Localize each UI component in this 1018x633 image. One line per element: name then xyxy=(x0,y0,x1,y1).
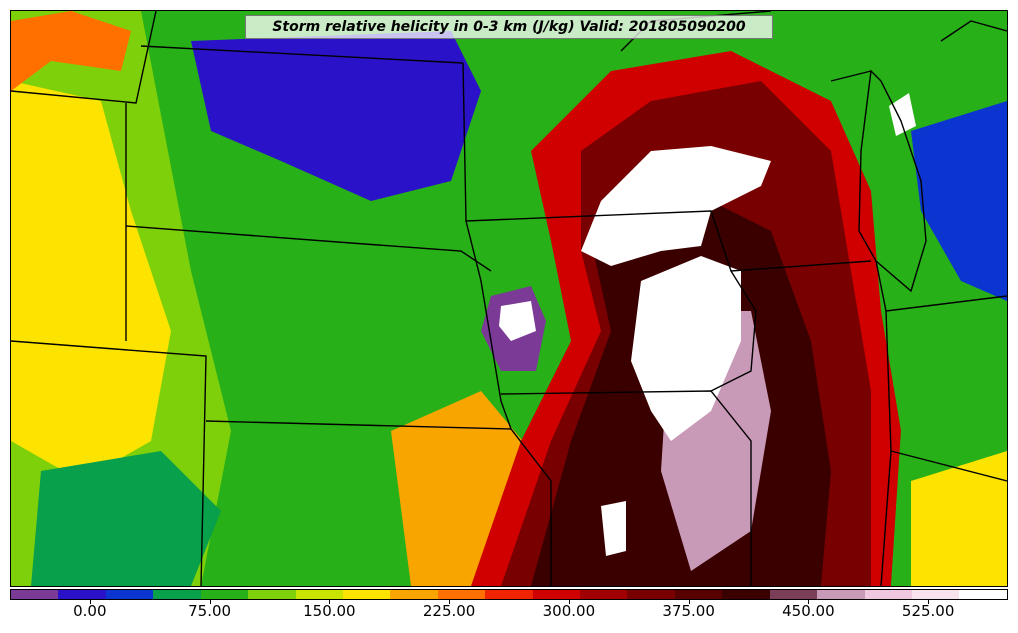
northwest-orange xyxy=(11,11,131,91)
colorbar-segment xyxy=(248,590,296,599)
colorbar-tick-label: 450.00 xyxy=(782,602,835,620)
colorbar-tick xyxy=(928,600,930,604)
colorbar-tick-label: 0.00 xyxy=(73,602,107,620)
colorbar-segment xyxy=(722,590,770,599)
colorbar-segment xyxy=(674,590,723,599)
colorbar-segment xyxy=(295,590,343,599)
boundary-line xyxy=(885,295,1007,312)
colorbar-segment xyxy=(532,590,581,599)
great-lakes-blue xyxy=(911,101,1007,301)
colorbar-segment xyxy=(864,590,913,599)
colorbar-segment xyxy=(769,590,818,599)
colorbar xyxy=(10,589,1008,600)
colorbar-segment xyxy=(627,590,675,599)
colorbar-segment xyxy=(912,590,960,599)
colorbar-tick xyxy=(449,600,451,604)
lake-michigan-white xyxy=(889,93,916,136)
helicity-field xyxy=(11,11,1007,586)
colorbar-tick-label: 150.00 xyxy=(303,602,356,620)
colorbar-tick xyxy=(89,600,91,604)
colorbar-tick-label: 225.00 xyxy=(422,602,476,620)
colorbar-tick-label: 300.00 xyxy=(542,602,596,620)
colorbar-segment xyxy=(58,590,106,599)
colorbar-segment xyxy=(390,590,438,599)
colorbar-segment xyxy=(200,590,249,599)
ohio-yellow xyxy=(911,451,1007,586)
boundary-line xyxy=(462,62,872,272)
boundary-line xyxy=(11,11,157,104)
boundary-line xyxy=(858,69,927,293)
colorbar-tick xyxy=(209,600,211,604)
colorbar-segment xyxy=(817,590,865,599)
colorbar-segment xyxy=(153,590,201,599)
colorbar-segment xyxy=(11,590,59,599)
core-white-south xyxy=(601,501,626,556)
colorbar-segment xyxy=(342,590,391,599)
boundary-line xyxy=(140,45,464,64)
colorbar-segment xyxy=(485,590,533,599)
boundary-line xyxy=(205,420,552,586)
colorbar-tick-label: 75.00 xyxy=(188,602,232,620)
helicity-map xyxy=(11,11,1007,586)
colorbar-segment xyxy=(580,590,628,599)
state-boundaries xyxy=(11,11,1007,586)
colorbar-tick xyxy=(329,600,331,604)
boundary-line xyxy=(11,340,207,586)
boundary-line xyxy=(890,450,1007,482)
boundary-line xyxy=(940,20,1007,42)
boundary-line xyxy=(465,220,512,430)
colorbar-tick xyxy=(808,600,810,604)
core-white-north xyxy=(581,146,771,266)
boundary-line xyxy=(875,260,892,586)
colorbar-segment xyxy=(959,590,1007,599)
map-title: Storm relative helicity in 0-3 km (J/kg)… xyxy=(245,15,773,39)
colorbar-ticks: 0.00 75.00 150.00 225.00 300.00 375.00 450.00 5… xyxy=(10,600,1008,630)
dakota-blue xyxy=(191,31,481,201)
colorbar-tick-label: 525.00 xyxy=(901,602,955,620)
boundary-line xyxy=(500,390,752,586)
boundary-line xyxy=(710,270,757,392)
nebraska-white xyxy=(499,301,536,341)
colorbar-tick-label: 375.00 xyxy=(662,602,715,620)
southwest-green xyxy=(31,451,221,586)
colorbar-tick xyxy=(688,600,690,604)
map-panel xyxy=(10,10,1008,587)
colorbar-tick xyxy=(568,600,570,604)
colorbar-segment xyxy=(105,590,154,599)
colorbar-segment xyxy=(437,590,486,599)
boundary-line xyxy=(830,70,872,82)
west-yellow xyxy=(11,81,171,481)
